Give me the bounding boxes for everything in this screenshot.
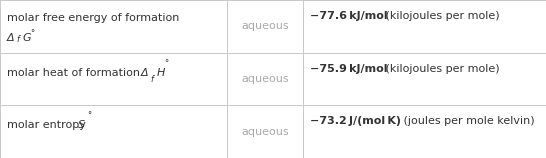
Text: aqueous: aqueous	[241, 21, 289, 31]
Text: (joules per mole kelvin): (joules per mole kelvin)	[400, 116, 535, 126]
Text: (kilojoules per mole): (kilojoules per mole)	[382, 64, 499, 74]
Text: aqueous: aqueous	[241, 127, 289, 137]
Text: −77.6 kJ/mol: −77.6 kJ/mol	[310, 11, 387, 21]
Text: molar free energy of formation: molar free energy of formation	[7, 13, 179, 23]
Text: −73.2 J/(mol K): −73.2 J/(mol K)	[310, 116, 401, 126]
Text: molar entropy: molar entropy	[7, 120, 89, 130]
Text: molar heat of formation: molar heat of formation	[7, 68, 143, 78]
Text: −75.9 kJ/mol: −75.9 kJ/mol	[310, 64, 387, 74]
Text: G: G	[23, 33, 32, 43]
Text: °: °	[87, 111, 92, 120]
Text: °: °	[164, 59, 168, 68]
Text: Δ: Δ	[7, 33, 14, 43]
Text: H: H	[157, 68, 165, 78]
Text: °: °	[30, 29, 34, 38]
Text: S: S	[78, 120, 85, 130]
Text: f: f	[16, 35, 19, 44]
Text: (kilojoules per mole): (kilojoules per mole)	[382, 11, 499, 21]
Text: Δ: Δ	[140, 68, 148, 78]
Text: f: f	[150, 75, 153, 83]
Text: aqueous: aqueous	[241, 74, 289, 84]
